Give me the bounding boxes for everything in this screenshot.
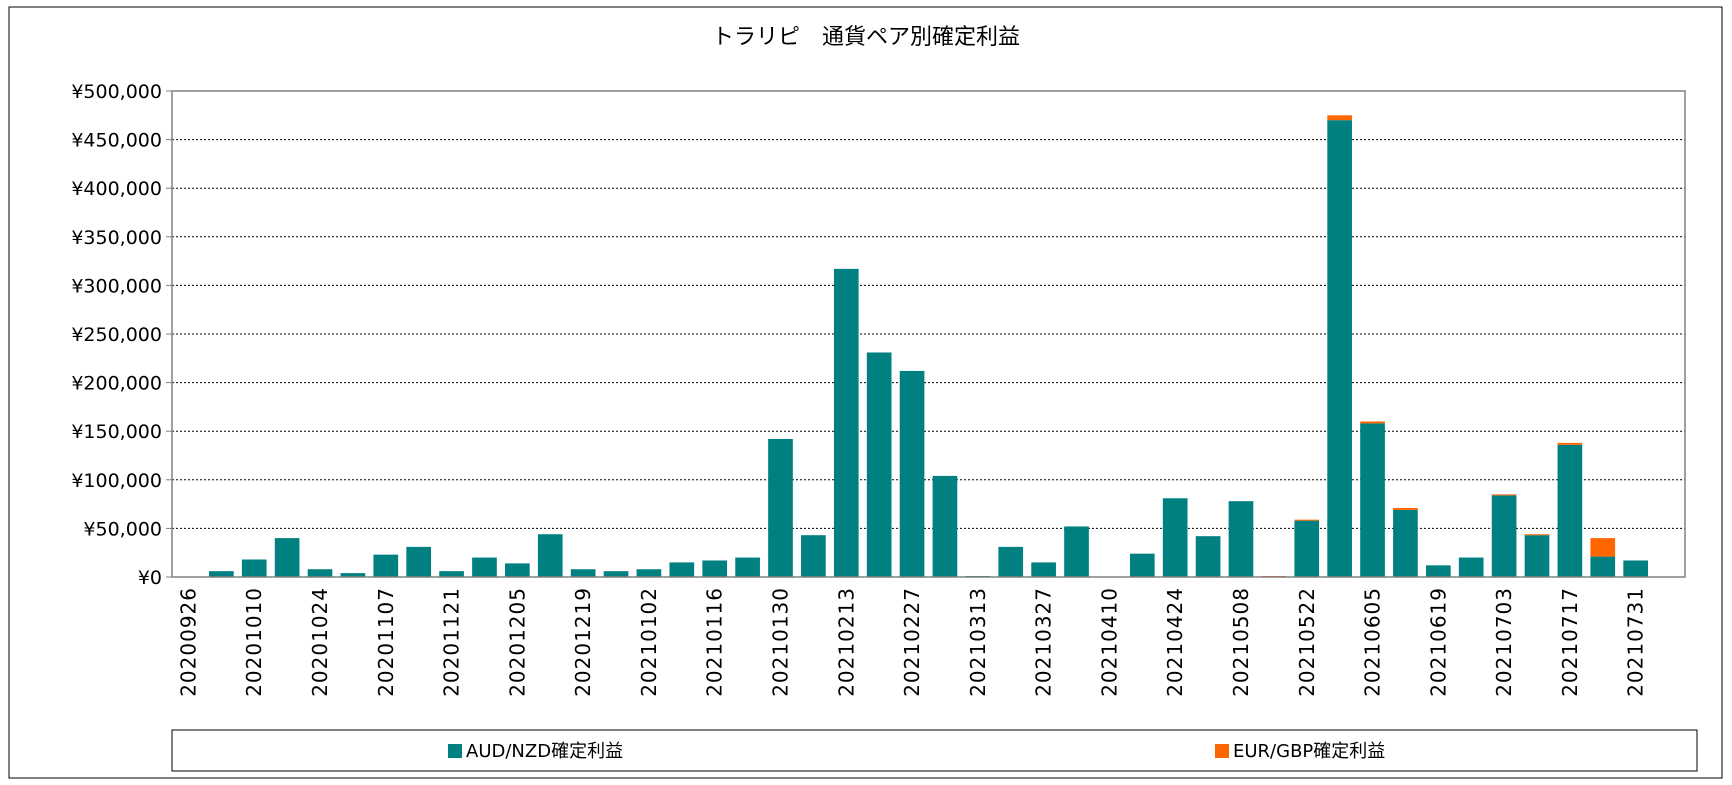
bar-aud-nzd-20210130 bbox=[768, 438, 793, 577]
bar-eur-gbp-20210717 bbox=[1557, 442, 1583, 445]
x-tick-label: 20210410 bbox=[1097, 587, 1121, 697]
bar-aud-nzd-20201017 bbox=[274, 538, 300, 577]
x-tick-label: 20201205 bbox=[505, 587, 529, 697]
bar-aud-nzd-20201121 bbox=[439, 571, 464, 577]
bar-aud-nzd-20210501 bbox=[1195, 536, 1221, 577]
bar-aud-nzd-20210619 bbox=[1425, 565, 1451, 577]
x-tick-label: 20210605 bbox=[1361, 587, 1385, 697]
y-axis-tick-labels: ¥0 ¥50,000 ¥100,000 ¥150,000 ¥200,000 ¥250,00… bbox=[71, 81, 162, 589]
y-tick-label: ¥250,000 bbox=[71, 324, 162, 346]
bar-aud-nzd-20201031 bbox=[340, 573, 366, 577]
bar-aud-nzd-20210320 bbox=[998, 546, 1024, 577]
legend-item-aud-nzd: AUD/NZD確定利益 bbox=[448, 741, 623, 762]
gridlines bbox=[166, 90, 1685, 578]
bar-aud-nzd-20201107 bbox=[373, 554, 399, 577]
bar-eur-gbp-20210703 bbox=[1491, 494, 1517, 496]
bar-aud-nzd-20210424 bbox=[1162, 498, 1188, 577]
x-tick-label: 20210522 bbox=[1295, 587, 1319, 697]
bar-aud-nzd-20210710 bbox=[1524, 535, 1550, 577]
x-tick-label: 20201219 bbox=[571, 587, 595, 697]
x-tick-label: 20210313 bbox=[966, 587, 990, 697]
x-tick-label: 20210102 bbox=[637, 587, 661, 697]
bar-aud-nzd-20210109 bbox=[669, 562, 695, 577]
bar-aud-nzd-20210508 bbox=[1228, 501, 1254, 577]
bar-aud-nzd-20201128 bbox=[472, 557, 497, 577]
bar-aud-nzd-20210626 bbox=[1458, 557, 1484, 577]
bar-aud-nzd-20201205 bbox=[505, 563, 530, 577]
legend-label-aud-nzd: AUD/NZD確定利益 bbox=[466, 741, 623, 762]
bar-aud-nzd-20210213 bbox=[833, 268, 859, 577]
bar-aud-nzd-20210206 bbox=[801, 535, 826, 577]
bar-eur-gbp-20210522 bbox=[1294, 519, 1320, 521]
x-tick-label: 20210717 bbox=[1558, 587, 1582, 697]
bar-aud-nzd-20201010 bbox=[241, 559, 267, 577]
chart-title: トラリピ 通貨ペア別確定利益 bbox=[712, 25, 1020, 50]
x-tick-label: 20201010 bbox=[242, 587, 266, 697]
bar-aud-nzd-20210612 bbox=[1393, 509, 1418, 577]
bar-aud-nzd-20210403 bbox=[1064, 526, 1089, 577]
bar-aud-nzd-20201114 bbox=[406, 546, 432, 577]
bar-aud-nzd-20210703 bbox=[1491, 495, 1517, 577]
bar-aud-nzd-20210529 bbox=[1327, 120, 1352, 577]
bar-aud-nzd-20210417 bbox=[1129, 553, 1155, 577]
y-tick-label: ¥100,000 bbox=[71, 470, 162, 492]
x-tick-label: 20210327 bbox=[1032, 587, 1056, 697]
bar-eur-gbp-20210612 bbox=[1393, 507, 1418, 510]
bar-aud-nzd-20210116 bbox=[702, 560, 728, 577]
x-tick-label: 20210619 bbox=[1426, 587, 1450, 697]
x-tick-label: 20210130 bbox=[768, 587, 792, 697]
plot-area-border bbox=[171, 90, 1686, 578]
x-tick-label: 20201107 bbox=[374, 587, 398, 697]
bar-aud-nzd-20201219 bbox=[570, 569, 596, 577]
bar-aud-nzd-20201024 bbox=[307, 569, 333, 577]
chart-border bbox=[8, 6, 1723, 779]
bar-aud-nzd-20210605 bbox=[1360, 423, 1385, 577]
bar-aud-nzd-20210717 bbox=[1557, 444, 1583, 577]
x-tick-label: 20210213 bbox=[834, 587, 858, 697]
bar-aud-nzd-20210306 bbox=[932, 475, 958, 577]
y-tick-label: ¥0 bbox=[138, 567, 162, 589]
bar-aud-nzd-20210522 bbox=[1294, 520, 1320, 577]
bar-aud-nzd-20210327 bbox=[1031, 562, 1056, 577]
x-tick-label: 20210703 bbox=[1492, 587, 1516, 697]
x-tick-label: 20210116 bbox=[703, 587, 727, 697]
legend-item-eur-gbp: EUR/GBP確定利益 bbox=[1215, 741, 1385, 762]
y-tick-label: ¥150,000 bbox=[71, 421, 162, 443]
bar-aud-nzd-20201226 bbox=[603, 571, 629, 577]
bar-aud-nzd-20210724 bbox=[1590, 556, 1616, 577]
y-tick-label: ¥400,000 bbox=[71, 178, 162, 200]
bar-aud-nzd-20210731 bbox=[1623, 560, 1648, 577]
x-tick-label: 20210424 bbox=[1163, 587, 1187, 697]
bar-aud-nzd-20210123 bbox=[735, 557, 760, 577]
legend-swatch-aud-nzd bbox=[448, 744, 462, 758]
y-tick-label: ¥200,000 bbox=[71, 373, 162, 395]
bar-aud-nzd-20201003 bbox=[209, 571, 234, 577]
bar-eur-gbp-20210710 bbox=[1524, 534, 1550, 536]
x-tick-label: 20201024 bbox=[308, 587, 332, 697]
y-tick-label: ¥500,000 bbox=[71, 81, 162, 103]
y-tick-label: ¥450,000 bbox=[71, 130, 162, 152]
x-tick-label: 20210731 bbox=[1624, 587, 1648, 697]
bar-eur-gbp-20210724 bbox=[1590, 538, 1616, 557]
legend-box bbox=[171, 729, 1698, 772]
y-tick-label: ¥50,000 bbox=[83, 518, 162, 540]
bar-aud-nzd-20210227 bbox=[899, 370, 925, 577]
legend-label-eur-gbp: EUR/GBP確定利益 bbox=[1233, 741, 1385, 762]
x-tick-label: 20201121 bbox=[440, 587, 464, 697]
legend-swatch-eur-gbp bbox=[1215, 744, 1229, 758]
bar-aud-nzd-20210220 bbox=[866, 352, 892, 577]
bar-eur-gbp-20210529 bbox=[1327, 115, 1352, 121]
bar-aud-nzd-20201212 bbox=[537, 534, 563, 577]
x-tick-label: 20210227 bbox=[900, 587, 924, 697]
y-tick-label: ¥300,000 bbox=[71, 275, 162, 297]
bars bbox=[176, 115, 1681, 578]
x-tick-label: 20200926 bbox=[176, 587, 200, 697]
x-tick-label: 20210508 bbox=[1229, 587, 1253, 697]
x-axis-tick-labels: 20200926 20201010 20201024 20201107 20201121… bbox=[176, 587, 1647, 697]
y-tick-label: ¥350,000 bbox=[71, 227, 162, 249]
bar-eur-gbp-20210605 bbox=[1360, 421, 1385, 424]
bar-aud-nzd-20210102 bbox=[636, 569, 662, 577]
